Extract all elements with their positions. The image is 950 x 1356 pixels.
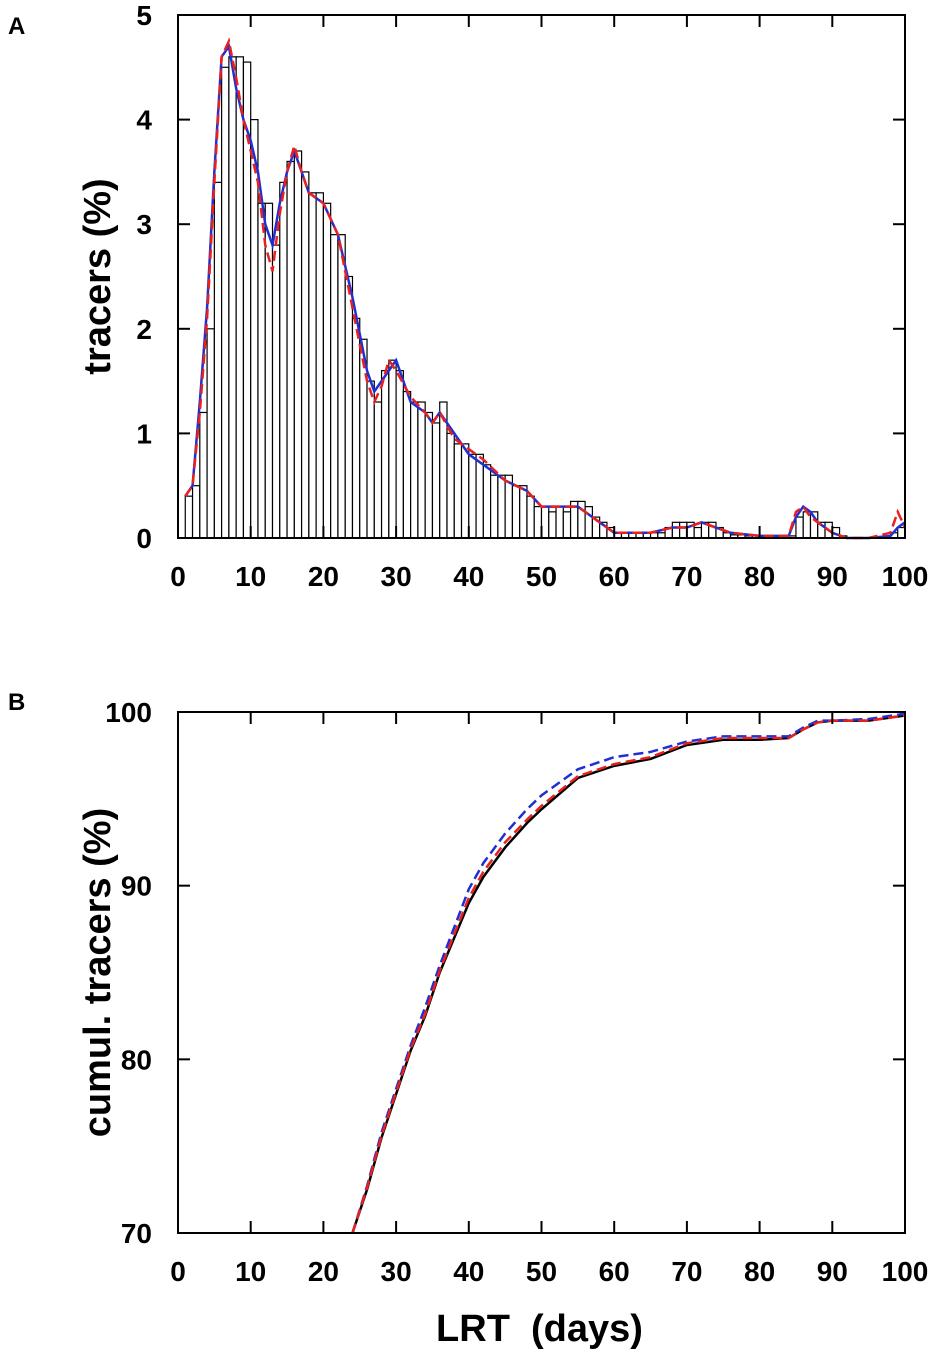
y-tick-label: 5 — [136, 0, 152, 31]
histogram-bar — [482, 464, 492, 539]
x-tick-label: 40 — [453, 561, 484, 592]
histogram-bar — [453, 443, 463, 539]
histogram-bar — [330, 234, 339, 539]
histogram-bar — [184, 495, 194, 539]
x-tick-label: 50 — [526, 561, 557, 592]
histogram-bar — [497, 474, 506, 539]
histogram-bar — [424, 411, 434, 539]
x-tick-label: 0 — [170, 1256, 186, 1287]
x-tick-label: 30 — [381, 561, 412, 592]
histogram-bar — [228, 56, 237, 539]
histogram-bar — [199, 411, 208, 539]
x-tick-label: 70 — [671, 1256, 702, 1287]
histogram-bar — [191, 485, 201, 539]
x-tick-label: 10 — [235, 1256, 266, 1287]
x-tick-label: 90 — [817, 561, 848, 592]
histogram-bar — [344, 275, 354, 539]
y-axis-label: tracers (%) — [77, 178, 119, 374]
histogram-bar — [388, 359, 397, 539]
y-tick-label: 80 — [121, 1044, 152, 1075]
histogram-bar — [897, 526, 906, 539]
x-tick-label: 50 — [526, 1256, 557, 1287]
y-tick-label: 0 — [136, 523, 152, 554]
x-tick-label: 20 — [308, 1256, 339, 1287]
y-tick-label: 100 — [105, 697, 152, 728]
histogram-bar — [490, 474, 499, 539]
x-tick-label: 30 — [381, 1256, 412, 1287]
histogram-bar — [468, 453, 477, 539]
x-tick-label: 80 — [744, 561, 775, 592]
y-tick-label: 3 — [136, 209, 152, 240]
series-line — [351, 712, 906, 1234]
histogram-bar — [446, 432, 455, 539]
histogram-bar — [322, 202, 332, 539]
panel-label: A — [8, 13, 25, 40]
x-tick-label: 100 — [882, 1256, 929, 1287]
histogram-bar — [279, 181, 288, 539]
histogram-bar — [533, 506, 543, 539]
histogram-bar — [213, 181, 223, 539]
histogram-bar — [337, 234, 346, 539]
x-tick-label: 60 — [599, 561, 630, 592]
histogram-bar — [671, 521, 681, 539]
x-tick-label: 0 — [170, 561, 186, 592]
y-tick-label: 1 — [136, 418, 152, 449]
histogram-bar — [221, 66, 230, 539]
histogram-bar — [548, 511, 557, 539]
histogram-bar — [286, 160, 295, 539]
histogram-bar — [271, 244, 281, 539]
histogram-bar — [257, 202, 266, 539]
histogram-bar — [380, 370, 390, 539]
histogram-bar — [540, 506, 550, 539]
plot-frame — [177, 711, 906, 1234]
series-line — [351, 714, 906, 1234]
x-tick-label: 90 — [817, 1256, 848, 1287]
histogram-bar — [308, 192, 317, 539]
histogram-bar — [366, 380, 375, 539]
x-tick-label: 80 — [744, 1256, 775, 1287]
histogram-bar — [460, 443, 470, 539]
histogram-bar — [519, 485, 528, 539]
histogram-bar — [555, 506, 564, 539]
y-tick-label: 90 — [121, 871, 152, 902]
histogram-bar — [373, 401, 383, 539]
histogram-bar — [402, 390, 412, 539]
histogram-bar — [795, 516, 804, 539]
histogram-bar — [315, 192, 325, 539]
histogram-bar — [395, 370, 404, 539]
histogram-bar — [206, 328, 215, 539]
histogram-bar — [293, 150, 303, 539]
histogram-bar — [693, 526, 703, 539]
histogram-bar — [475, 453, 484, 539]
histogram-bar — [351, 317, 361, 539]
x-tick-label: 70 — [671, 561, 702, 592]
histogram-bar — [417, 401, 426, 539]
series-line — [184, 37, 907, 540]
histogram-bar — [679, 521, 688, 539]
x-axis-label: LRT (days) — [436, 1308, 643, 1350]
histogram-bar — [802, 511, 812, 539]
x-tick-label: 100 — [882, 561, 929, 592]
y-tick-label: 2 — [136, 314, 152, 345]
y-tick-label: 70 — [121, 1218, 152, 1249]
histogram-bar — [526, 495, 535, 539]
histogram-bar — [511, 485, 521, 539]
x-tick-label: 20 — [308, 561, 339, 592]
y-axis-label: cumul. tracers (%) — [77, 808, 119, 1137]
histogram-bar — [562, 511, 572, 539]
x-tick-label: 10 — [235, 561, 266, 592]
histogram-bar — [410, 401, 419, 539]
histogram-bar — [431, 422, 441, 539]
histogram-bar — [235, 56, 245, 539]
y-tick-label: 4 — [136, 105, 152, 136]
series-line — [351, 714, 906, 1234]
x-tick-label: 40 — [453, 1256, 484, 1287]
histogram-bar — [300, 171, 310, 539]
panel-label: B — [8, 689, 25, 716]
x-tick-label: 60 — [599, 1256, 630, 1287]
